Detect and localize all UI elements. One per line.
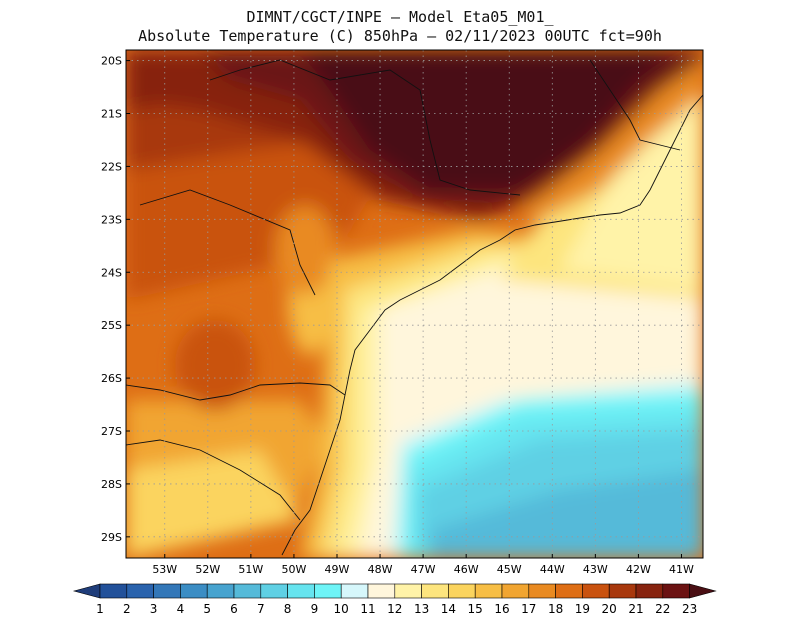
colorbar-swatch (582, 583, 610, 599)
lat-tick-label: 26S (101, 372, 122, 385)
lat-tick-label: 25S (101, 319, 122, 332)
colorbar-label: 19 (575, 602, 590, 616)
colorbar-swatch (367, 583, 396, 599)
colorbar: 1 2 3 4 5 6 7 8 9 10 11 12 13 14 15 16 17 18 19 20 21 22 23 (72, 583, 717, 616)
colorbar-label: 5 (203, 602, 211, 616)
lon-tick-label: 43W (583, 563, 608, 576)
lon-tick-label: 45W (497, 563, 522, 576)
colorbar-swatch (287, 583, 315, 599)
lat-tick-label: 29S (101, 531, 122, 544)
colorbar-swatch (206, 583, 235, 599)
lat-tick-label: 21S (101, 108, 122, 121)
lat-tick-label: 27S (101, 425, 122, 438)
colorbar-swatch (394, 583, 422, 599)
lat-tick-label: 28S (101, 478, 122, 491)
colorbar-label: 1 (96, 602, 104, 616)
lon-tick-label: 49W (325, 563, 350, 576)
title-line-1: DIMNT/CGCT/INPE – Model Eta05_M01_ (246, 8, 554, 26)
colorbar-swatch (528, 583, 556, 599)
colorbar-label: 2 (123, 602, 131, 616)
colorbar-label: 21 (628, 602, 643, 616)
colorbar-swatch (233, 583, 262, 599)
colorbar-label: 15 (468, 602, 483, 616)
colorbar-swatch (314, 583, 342, 599)
title-line-2: Absolute Temperature (C) 850hPa – 02/11/… (138, 27, 662, 45)
latitude-axis: 20S 21S 22S 23S 24S 25S 26S 27S 28S 29S (101, 55, 130, 544)
lon-tick-label: 50W (281, 563, 306, 576)
coastline (126, 59, 703, 556)
colorbar-swatch (662, 583, 690, 599)
colorbar-label: 10 (334, 602, 349, 616)
colorbar-label: 8 (284, 602, 292, 616)
colorbar-swatch (608, 583, 637, 599)
colorbar-swatch (260, 583, 288, 599)
colorbar-label: 9 (311, 602, 319, 616)
colorbar-label: 14 (441, 602, 456, 616)
lon-tick-label: 48W (368, 563, 393, 576)
colorbar-label: 16 (494, 602, 509, 616)
longitude-axis: 53W 52W 51W 50W 49W 48W 47W 46W 45W 44W 43W 42W 41W (152, 554, 694, 576)
lon-tick-label: 52W (195, 563, 220, 576)
colorbar-swatch (180, 583, 208, 599)
colorbar-label: 7 (257, 602, 265, 616)
colorbar-swatch (448, 583, 476, 599)
temperature-field (126, 50, 703, 558)
lat-tick-label: 22S (101, 160, 122, 173)
colorbar-high-triangle (689, 583, 717, 599)
colorbar-swatch (421, 583, 449, 599)
colorbar-swatch (555, 583, 583, 599)
colorbar-label: 6 (230, 602, 238, 616)
colorbar-label: 18 (548, 602, 563, 616)
colorbar-label: 4 (177, 602, 185, 616)
colorbar-label: 22 (655, 602, 670, 616)
colorbar-label: 23 (682, 602, 697, 616)
colorbar-label: 12 (387, 602, 402, 616)
lon-tick-label: 41W (669, 563, 694, 576)
lon-tick-label: 46W (454, 563, 479, 576)
lat-tick-label: 20S (101, 55, 122, 68)
lat-tick-label: 23S (101, 213, 122, 226)
colorbar-swatch (126, 583, 154, 599)
lon-tick-label: 51W (238, 563, 263, 576)
lon-tick-label: 47W (411, 563, 436, 576)
colorbar-swatch (340, 583, 369, 599)
colorbar-label: 13 (414, 602, 429, 616)
plot-frame (125, 49, 704, 559)
colorbar-swatch (501, 583, 530, 599)
lon-tick-label: 42W (626, 563, 651, 576)
colorbar-swatch (635, 583, 664, 599)
gridlines (126, 50, 703, 558)
colorbar-low-triangle (72, 583, 101, 599)
lon-tick-label: 44W (540, 563, 565, 576)
colorbar-swatch (474, 583, 503, 599)
lat-tick-label: 24S (101, 266, 122, 279)
colorbar-label: 20 (602, 602, 617, 616)
lon-tick-label: 53W (152, 563, 177, 576)
colorbar-swatch (99, 583, 128, 599)
colorbar-swatch (153, 583, 181, 599)
colorbar-label: 3 (150, 602, 158, 616)
colorbar-label: 17 (521, 602, 536, 616)
colorbar-label: 11 (360, 602, 375, 616)
